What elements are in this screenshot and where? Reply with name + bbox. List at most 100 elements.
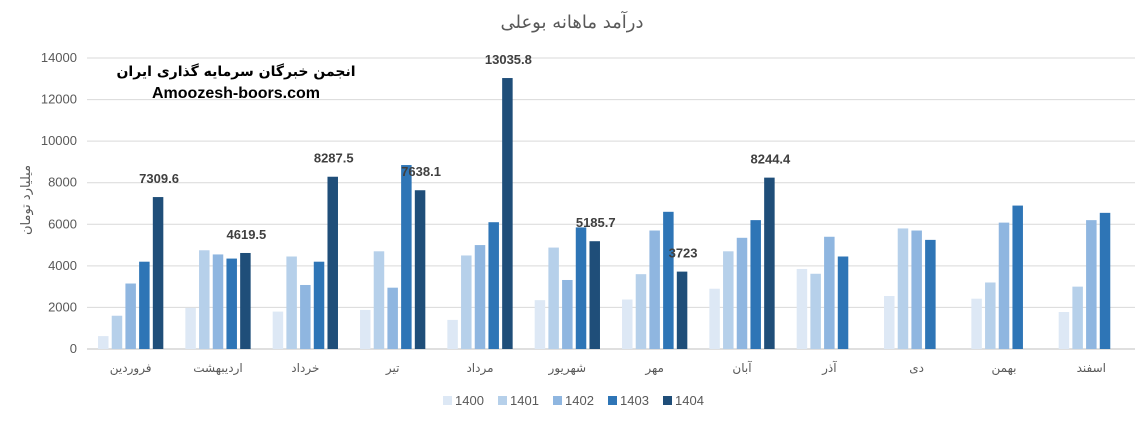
gridlines <box>87 57 1135 350</box>
bar-1403-11 <box>1012 205 1023 349</box>
bar-1403-8 <box>750 220 761 349</box>
bar-1400-6 <box>534 300 546 349</box>
data-label: 3723 <box>669 246 698 261</box>
x-category-label: آذر <box>821 360 837 376</box>
y-axis-label: میلیارد تومان <box>19 165 34 235</box>
bar-1400-4 <box>360 309 371 349</box>
bar-1402-1 <box>125 283 136 349</box>
bar-1401-5 <box>461 255 472 349</box>
bar-1404-2 <box>240 252 251 349</box>
bar-1402-4 <box>387 287 398 349</box>
data-label: 7309.6 <box>139 171 179 186</box>
bar-1404-5 <box>502 78 513 349</box>
bar-1401-1 <box>111 315 123 349</box>
y-tick-label: 10000 <box>41 133 77 148</box>
bar-1401-4 <box>373 251 385 349</box>
bar-1400-12 <box>1058 312 1070 349</box>
legend-label-1404: 1404 <box>675 393 704 408</box>
x-category-label: دی <box>909 361 924 375</box>
bar-1401-6 <box>548 247 559 349</box>
bar-1403-1 <box>139 261 150 349</box>
legend-label-1401: 1401 <box>510 393 539 408</box>
bar-1400-11 <box>971 298 982 349</box>
bar-1404-1 <box>152 197 164 349</box>
bar-1402-12 <box>1086 220 1097 349</box>
bar-1402-8 <box>736 237 748 349</box>
bar-1403-9 <box>837 256 849 349</box>
y-tick-label: 0 <box>70 341 77 356</box>
chart-title: درآمد ماهانه بوعلی <box>500 10 643 33</box>
x-category-label: فروردین <box>110 361 152 376</box>
bar-1402-3 <box>300 284 311 349</box>
legend-swatch-1401 <box>498 396 507 405</box>
x-category-label: تیر <box>385 361 400 376</box>
legend-swatch-1403 <box>608 396 617 405</box>
bar-1400-2 <box>185 307 196 349</box>
y-tick-label: 4000 <box>48 258 77 273</box>
bar-1403-10 <box>925 239 936 350</box>
x-axis-categories: فروردین اردیبهشت خرداد تیر مرداد شهریور مهر آبا… <box>110 360 1106 376</box>
data-label: 13035.8 <box>485 52 532 67</box>
bar-1402-5 <box>474 245 486 349</box>
bar-1401-8 <box>723 251 734 349</box>
data-label: 8244.4 <box>751 152 792 167</box>
y-tick-label: 12000 <box>41 92 77 107</box>
bar-1401-2 <box>199 250 210 349</box>
bar-1402-7 <box>649 230 660 349</box>
bar-1402-6 <box>562 279 573 349</box>
x-category-label: اسفند <box>1077 361 1106 375</box>
x-category-label: مهر <box>644 361 664 376</box>
x-category-label: بهمن <box>992 361 1017 376</box>
legend-swatch-1400 <box>443 396 452 405</box>
bar-1403-3 <box>313 261 325 349</box>
bar-1401-7 <box>635 274 647 349</box>
y-tick-label: 8000 <box>48 175 77 190</box>
x-category-label: مرداد <box>466 361 493 376</box>
data-label: 8287.5 <box>314 151 354 166</box>
legend-label-1403: 1403 <box>620 393 649 408</box>
y-axis-ticks: 0 2000 4000 6000 8000 10000 12000 14000 <box>41 50 77 356</box>
legend-label-1400: 1400 <box>455 393 484 408</box>
bar-1402-11 <box>998 222 1010 349</box>
y-tick-label: 14000 <box>41 50 77 65</box>
data-labels: 7309.6 4619.5 8287.5 7638.1 13035.8 5185.7 372… <box>139 52 791 261</box>
bar-1403-6 <box>575 227 587 349</box>
bar-1401-12 <box>1072 286 1083 349</box>
bar-1402-10 <box>911 230 922 349</box>
bar-1403-4 <box>401 165 412 349</box>
bar-1403-2 <box>226 258 237 349</box>
bar-1401-10 <box>897 228 909 349</box>
bar-1402-2 <box>212 254 224 349</box>
bar-1400-1 <box>98 336 109 349</box>
bar-1403-5 <box>488 222 499 349</box>
data-label: 4619.5 <box>227 227 267 242</box>
legend-swatch-1404 <box>663 396 672 405</box>
bar-1404-7 <box>676 271 688 349</box>
bar-1404-6 <box>589 241 600 349</box>
data-label: 5185.7 <box>576 215 616 230</box>
x-category-label: اردیبهشت <box>193 361 242 376</box>
bar-1400-9 <box>796 268 808 349</box>
bar-1400-10 <box>884 296 895 349</box>
bar-1402-9 <box>824 236 835 349</box>
x-category-label: شهریور <box>548 361 587 376</box>
bar-1400-7 <box>622 299 633 349</box>
bar-1401-9 <box>810 273 821 349</box>
bar-1400-8 <box>709 288 720 349</box>
x-category-label: خرداد <box>291 361 319 376</box>
bar-1403-7 <box>663 211 674 349</box>
y-tick-label: 6000 <box>48 216 77 231</box>
watermark-line1: انجمن خبرگان سرمایه گذاری ایران <box>116 63 355 80</box>
bar-1404-4 <box>414 190 426 349</box>
legend-swatch-1402 <box>553 396 562 405</box>
legend: 1400 1401 1402 1403 1404 <box>443 393 704 408</box>
bars <box>98 78 1111 350</box>
bar-1404-3 <box>327 176 338 349</box>
legend-label-1402: 1402 <box>565 393 594 408</box>
bar-1400-3 <box>272 311 284 349</box>
watermark-line2: Amoozesh-boors.com <box>152 85 320 102</box>
bar-1401-3 <box>286 256 297 349</box>
data-label: 7638.1 <box>401 164 441 179</box>
x-category-label: آبان <box>732 360 752 375</box>
